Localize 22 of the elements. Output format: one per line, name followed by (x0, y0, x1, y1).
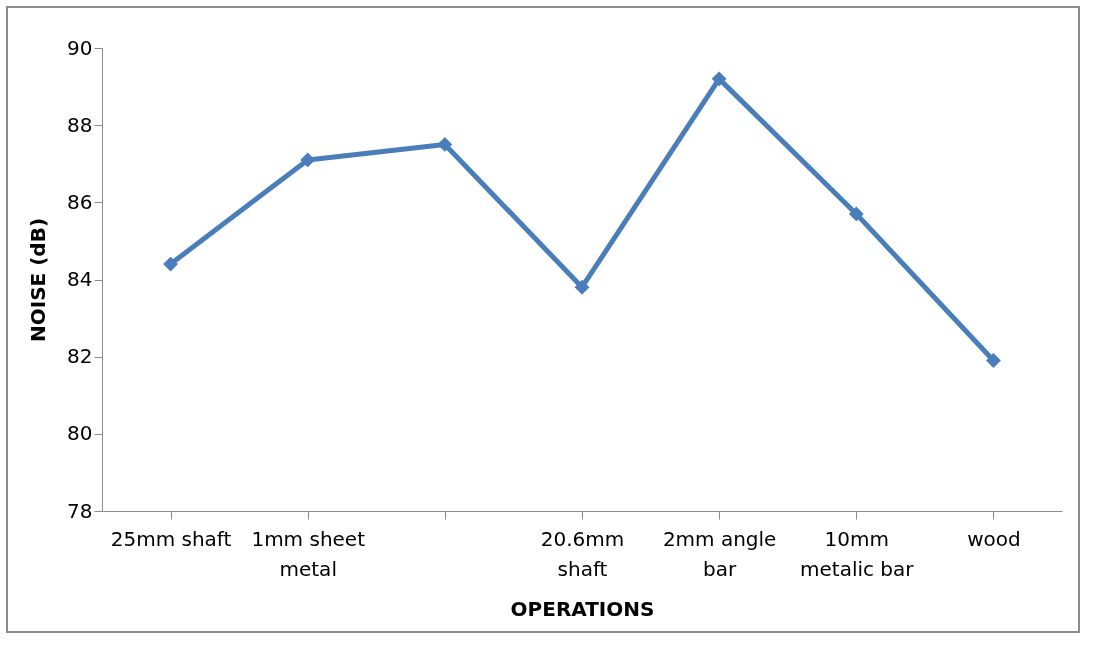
point (574, 279, 590, 295)
y-axis-title: NOISE (dB) (26, 217, 51, 343)
y-tick-label: 78 (67, 498, 93, 523)
point (163, 256, 178, 272)
point (300, 152, 316, 168)
point (986, 353, 1001, 368)
point (437, 137, 453, 152)
x-axis-title: OPERATIONS (510, 596, 655, 621)
y-tick-label: 84 (67, 267, 93, 291)
x-tick-label: 25mm shaft (110, 526, 232, 551)
y-tick-label: 90 (67, 35, 93, 60)
x-tick-label: 1mm sheet metal (251, 526, 366, 581)
y-tick-label: 86 (67, 189, 93, 214)
x-tick-label: wood (967, 526, 1021, 551)
point (711, 71, 727, 87)
y-tick-label: 80 (67, 421, 93, 446)
x-tick-label: 2mm angle bar (662, 526, 777, 581)
y-tick-label: 82 (67, 344, 93, 369)
x-tick-label: 20.6mm shaft (540, 526, 625, 581)
x-tick-label: 10mm metalic bar (800, 526, 915, 581)
point (848, 206, 864, 222)
y-tick-label: 88 (67, 112, 93, 137)
